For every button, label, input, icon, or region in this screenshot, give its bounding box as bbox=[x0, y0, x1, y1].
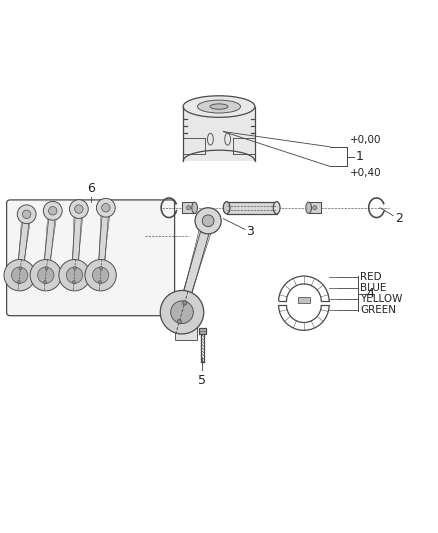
Circle shape bbox=[4, 260, 35, 291]
Circle shape bbox=[99, 281, 102, 284]
Text: YELLOW: YELLOW bbox=[360, 294, 403, 304]
Text: 2: 2 bbox=[395, 212, 403, 225]
Circle shape bbox=[43, 201, 62, 220]
Text: 4: 4 bbox=[366, 287, 374, 300]
Circle shape bbox=[45, 266, 48, 270]
Circle shape bbox=[171, 301, 193, 324]
Circle shape bbox=[49, 207, 57, 215]
Circle shape bbox=[17, 205, 36, 224]
Circle shape bbox=[202, 215, 214, 227]
Circle shape bbox=[99, 266, 103, 270]
Polygon shape bbox=[98, 207, 109, 276]
Text: 3: 3 bbox=[247, 225, 254, 238]
Ellipse shape bbox=[183, 96, 255, 117]
Circle shape bbox=[92, 267, 109, 284]
Circle shape bbox=[96, 198, 115, 217]
Ellipse shape bbox=[273, 201, 280, 214]
Text: 6: 6 bbox=[87, 182, 95, 195]
Circle shape bbox=[30, 260, 61, 291]
Text: 5: 5 bbox=[198, 375, 206, 387]
Bar bbox=[183, 202, 194, 213]
Circle shape bbox=[85, 260, 116, 291]
Circle shape bbox=[177, 319, 181, 324]
Circle shape bbox=[70, 200, 88, 219]
Ellipse shape bbox=[306, 202, 311, 213]
Polygon shape bbox=[71, 209, 82, 276]
Bar bbox=[183, 107, 255, 161]
Bar bbox=[309, 202, 321, 213]
FancyBboxPatch shape bbox=[7, 200, 175, 316]
Ellipse shape bbox=[187, 206, 191, 209]
Bar bbox=[226, 201, 277, 214]
Circle shape bbox=[43, 281, 46, 284]
Text: +0,40: +0,40 bbox=[350, 168, 381, 178]
Circle shape bbox=[59, 260, 90, 291]
Text: 1: 1 bbox=[355, 150, 363, 163]
Text: RED: RED bbox=[360, 272, 382, 282]
Circle shape bbox=[67, 267, 83, 284]
Ellipse shape bbox=[313, 206, 317, 209]
Circle shape bbox=[11, 267, 28, 284]
Circle shape bbox=[74, 205, 83, 213]
Polygon shape bbox=[42, 211, 56, 276]
Ellipse shape bbox=[210, 104, 228, 109]
Polygon shape bbox=[178, 220, 212, 313]
Bar bbox=[176, 314, 197, 341]
Circle shape bbox=[72, 281, 76, 284]
Ellipse shape bbox=[223, 201, 230, 214]
Ellipse shape bbox=[192, 202, 198, 213]
Circle shape bbox=[102, 204, 110, 212]
Circle shape bbox=[195, 208, 221, 234]
Bar bbox=[298, 297, 310, 303]
Text: +0,00: +0,00 bbox=[350, 135, 381, 145]
Circle shape bbox=[38, 267, 54, 284]
Bar bbox=[198, 328, 206, 334]
Circle shape bbox=[74, 266, 77, 270]
Circle shape bbox=[183, 301, 187, 305]
Text: BLUE: BLUE bbox=[360, 283, 387, 293]
Polygon shape bbox=[17, 214, 30, 276]
Ellipse shape bbox=[198, 100, 240, 113]
Circle shape bbox=[160, 290, 204, 334]
Circle shape bbox=[22, 210, 31, 219]
Text: GREEN: GREEN bbox=[360, 305, 396, 315]
Circle shape bbox=[17, 281, 21, 284]
Circle shape bbox=[19, 266, 22, 270]
